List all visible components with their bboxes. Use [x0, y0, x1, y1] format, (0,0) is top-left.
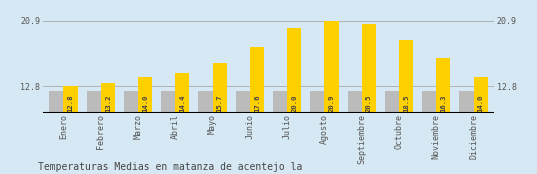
Text: 20.5: 20.5	[366, 94, 372, 112]
Bar	[63, 86, 78, 113]
Bar	[49, 91, 63, 113]
Text: 12.8: 12.8	[68, 94, 74, 112]
Bar	[436, 58, 451, 113]
Bar	[474, 77, 488, 113]
Bar	[459, 91, 474, 113]
Text: 15.7: 15.7	[216, 94, 223, 112]
Bar	[362, 24, 376, 113]
Text: 17.6: 17.6	[254, 94, 260, 112]
Bar	[273, 91, 287, 113]
Text: 20.0: 20.0	[291, 94, 297, 112]
Bar	[198, 91, 213, 113]
Bar	[347, 91, 362, 113]
Bar	[213, 63, 227, 113]
Text: 14.0: 14.0	[477, 94, 484, 112]
Text: 14.4: 14.4	[179, 94, 185, 112]
Bar	[86, 91, 101, 113]
Bar	[124, 91, 138, 113]
Bar	[422, 91, 436, 113]
Text: 16.3: 16.3	[440, 94, 446, 112]
Text: Temperaturas Medias en matanza de acentejo la: Temperaturas Medias en matanza de acente…	[38, 162, 302, 172]
Bar	[175, 73, 190, 113]
Bar	[324, 21, 339, 113]
Bar	[236, 91, 250, 113]
Text: 18.5: 18.5	[403, 94, 409, 112]
Bar	[310, 91, 324, 113]
Text: 13.2: 13.2	[105, 94, 111, 112]
Bar	[161, 91, 175, 113]
Bar	[385, 91, 399, 113]
Bar	[287, 28, 301, 113]
Text: 14.0: 14.0	[142, 94, 148, 112]
Bar	[138, 77, 152, 113]
Text: 20.9: 20.9	[329, 94, 335, 112]
Bar	[399, 40, 413, 113]
Bar	[250, 47, 264, 113]
Bar	[101, 83, 115, 113]
